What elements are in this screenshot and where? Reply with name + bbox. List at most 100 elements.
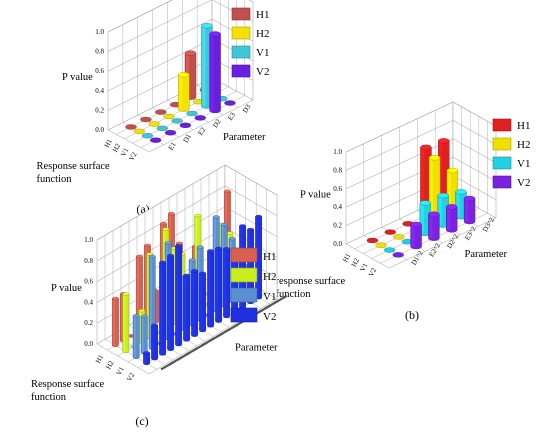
bar-top [191, 269, 199, 273]
bar-highlight [456, 191, 460, 217]
bar-highlight [179, 74, 183, 110]
bar-body [167, 255, 174, 351]
bar-top [410, 221, 422, 228]
legend-swatch-H2 [231, 26, 251, 40]
bar-a-V2-base [164, 130, 177, 136]
bar-a-V1-base [171, 118, 183, 124]
legend-swatch-H1 [231, 7, 251, 21]
y-tick-label: 1.0 [95, 28, 104, 36]
bar-body [223, 248, 230, 319]
bar-highlight [142, 316, 144, 353]
bar-highlight [139, 310, 142, 342]
legend-swatch-H1 [230, 247, 258, 263]
y-tick-label: 0.8 [84, 257, 93, 265]
bar-body [215, 248, 222, 323]
y-tick-label: 0.2 [95, 106, 104, 114]
y-tick-label: 0.6 [333, 185, 342, 193]
parameter-tick-label: E2 [196, 126, 207, 137]
legend-label-H2: H2 [517, 139, 530, 151]
bar-a-V2-base [179, 122, 192, 128]
y-axis-title: P value [51, 283, 82, 294]
bar-top [140, 314, 148, 318]
bar-top [223, 189, 231, 193]
bar-top [209, 31, 221, 37]
bar-body [159, 262, 166, 356]
bar-b-H1-base [366, 237, 379, 244]
bar-highlight [240, 225, 243, 308]
bar-b-H2-base [375, 242, 387, 248]
legend-swatch-V2 [492, 175, 512, 189]
x-axis-title-line1: Response surface [37, 161, 111, 172]
y-axis-title: P value [62, 72, 93, 83]
bar-top [159, 221, 167, 226]
bar-body [207, 250, 214, 328]
bar-c-V2 [183, 273, 191, 342]
legend-label-H1: H1 [256, 9, 269, 21]
legend-swatch-V1 [230, 287, 258, 303]
bar-body [143, 352, 150, 365]
bar-highlight [214, 216, 216, 311]
bar-top [184, 50, 197, 56]
bar-c-V2 [167, 254, 175, 351]
y-tick-label: 0.8 [95, 48, 104, 56]
bar-highlight [198, 247, 200, 320]
x-axis-title-line2: function [37, 174, 73, 185]
bar-top [196, 245, 204, 249]
bar-highlight [176, 245, 179, 345]
x-axis-title-line1: Response surface [31, 379, 105, 390]
y-tick-label: 0.0 [95, 126, 104, 134]
bar-a-V1-base [186, 110, 198, 117]
y-axis-title: P value [300, 189, 331, 200]
bar-top [420, 144, 432, 151]
gridline [224, 164, 278, 196]
gridline [452, 138, 497, 164]
bar-highlight [447, 170, 451, 212]
bar-body [191, 270, 198, 337]
bar-c-V2 [159, 260, 167, 356]
bar-highlight [248, 229, 251, 303]
rsf-tick-label: H2 [111, 142, 122, 154]
rsf-tick-label: H1 [94, 353, 105, 365]
bar-highlight [182, 277, 184, 330]
bar-a-H2-base [133, 128, 145, 135]
bar-highlight [113, 298, 115, 346]
bar-top [167, 212, 175, 216]
rsf-tick-label: H1 [341, 252, 352, 264]
parameter-axis-title: Parameter [223, 132, 266, 143]
panel-label-c: (c) [135, 414, 148, 428]
bar-top [247, 227, 255, 232]
bar-b-V2 [446, 204, 458, 233]
legend-label-H2: H2 [263, 271, 276, 283]
rsf-tick-label: H2 [350, 257, 361, 269]
legend-swatch-H2 [230, 267, 258, 283]
rsf-tick-label: V2 [125, 371, 136, 383]
y-tick-label: 0.6 [84, 278, 93, 286]
bar-highlight [222, 224, 224, 306]
bar-top [162, 227, 170, 231]
panel-label-b: (b) [405, 308, 419, 322]
bar-top [428, 211, 440, 217]
bar-top [138, 309, 146, 313]
rsf-tick-label: V1 [358, 261, 369, 273]
bar-c-V1 [132, 314, 140, 359]
parameter-tick-mark [272, 294, 288, 305]
bar-highlight [145, 245, 147, 327]
bar-body [112, 298, 119, 347]
bar-a-V2-base [149, 137, 162, 143]
bar-highlight [144, 352, 147, 364]
bar-top [220, 222, 228, 227]
legend-label-V2: V2 [256, 66, 269, 78]
y-tick-label: 0.0 [84, 340, 93, 348]
gridline [224, 185, 278, 217]
bar-highlight [208, 250, 211, 326]
bar-top [446, 167, 459, 174]
rsf-tick-label: V2 [127, 151, 138, 163]
bar-b-V2 [428, 211, 440, 241]
gridline [452, 120, 497, 145]
bar-c-V1 [140, 314, 148, 355]
bar-c-V2 [175, 244, 183, 347]
x-axis-title-line2: function [276, 289, 312, 300]
bar-body [151, 325, 158, 361]
bar-highlight [160, 262, 163, 354]
